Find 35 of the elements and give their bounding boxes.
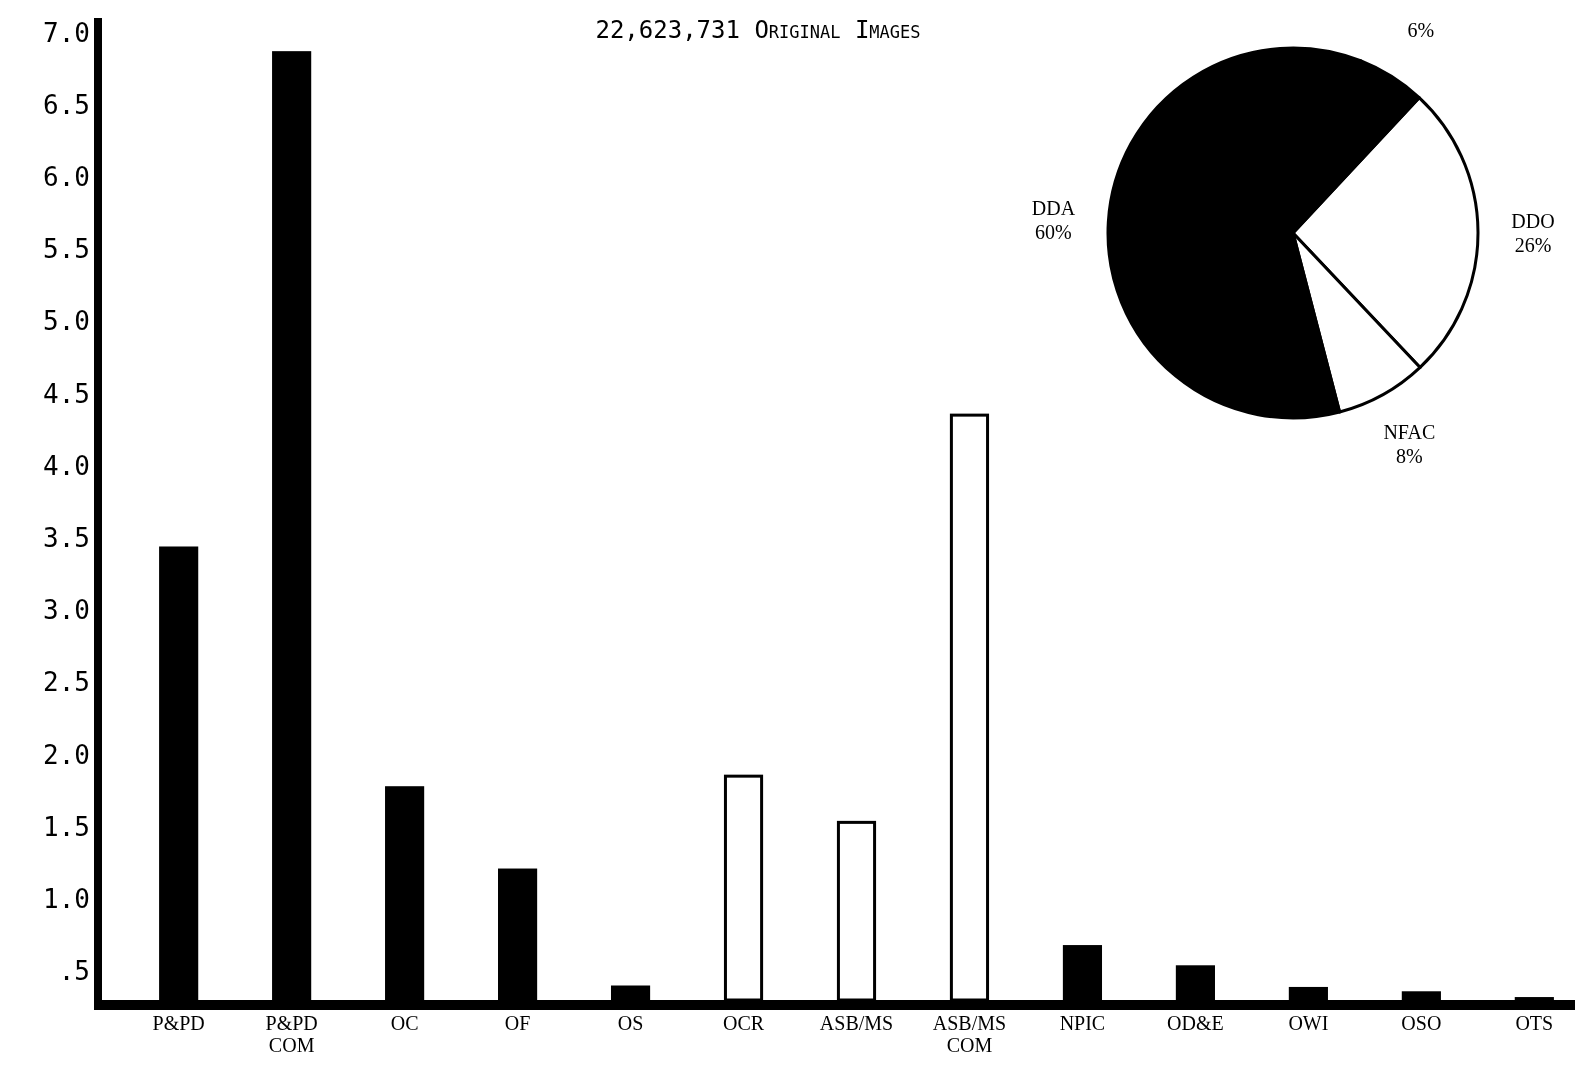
y-tick-label: 1.5 — [43, 811, 90, 842]
y-tick-label: 3.5 — [43, 522, 90, 553]
x-tick-label: P&PD COM — [265, 1012, 318, 1056]
y-tick-label: 4.5 — [43, 378, 90, 409]
data-label: 60% — [1035, 220, 1072, 243]
y-tick-label: 6.5 — [43, 89, 90, 120]
x-tick-label: OC — [390, 1012, 419, 1034]
x-tick-label: OF — [504, 1012, 531, 1034]
y-tick-label: 2.5 — [43, 667, 90, 698]
y-tick-label: 5.0 — [43, 306, 90, 337]
data-label: 8% — [1396, 444, 1423, 467]
x-tick-label: OD&E — [1167, 1012, 1224, 1034]
x-tick-label: P&PD — [152, 1012, 205, 1034]
y-tick-label: 5.5 — [43, 234, 90, 265]
x-tick-label: ASB/MS COM — [932, 1012, 1007, 1056]
y-tick-label: 3.0 — [43, 595, 90, 626]
slice-label: NFAC — [1383, 420, 1436, 443]
data-label: 26% — [1514, 234, 1552, 257]
slice-label: DDO — [1511, 210, 1555, 233]
chart-title: 22,623,731 Original Images — [595, 16, 921, 44]
x-tick-label: NPIC — [1059, 1012, 1106, 1034]
y-tick-label: 7.0 — [43, 17, 90, 48]
y-tick-label: 6.0 — [43, 161, 90, 192]
x-tick-label: OSO — [1401, 1012, 1442, 1034]
y-tick-label: 1.0 — [43, 884, 90, 915]
x-tick-label: ASB/MS — [819, 1012, 894, 1034]
x-tick-label: OWI — [1288, 1012, 1329, 1034]
data-label: 6% — [1407, 18, 1435, 41]
y-tick-label: .5 — [58, 956, 90, 987]
slice-label: DDA — [1031, 196, 1076, 219]
y-tick-label: 2.0 — [43, 739, 90, 770]
x-tick-label: OS — [617, 1012, 644, 1034]
y-tick-label: 4.0 — [43, 450, 90, 481]
x-tick-label: OTS — [1515, 1012, 1554, 1034]
x-tick-label: OCR — [722, 1012, 765, 1034]
